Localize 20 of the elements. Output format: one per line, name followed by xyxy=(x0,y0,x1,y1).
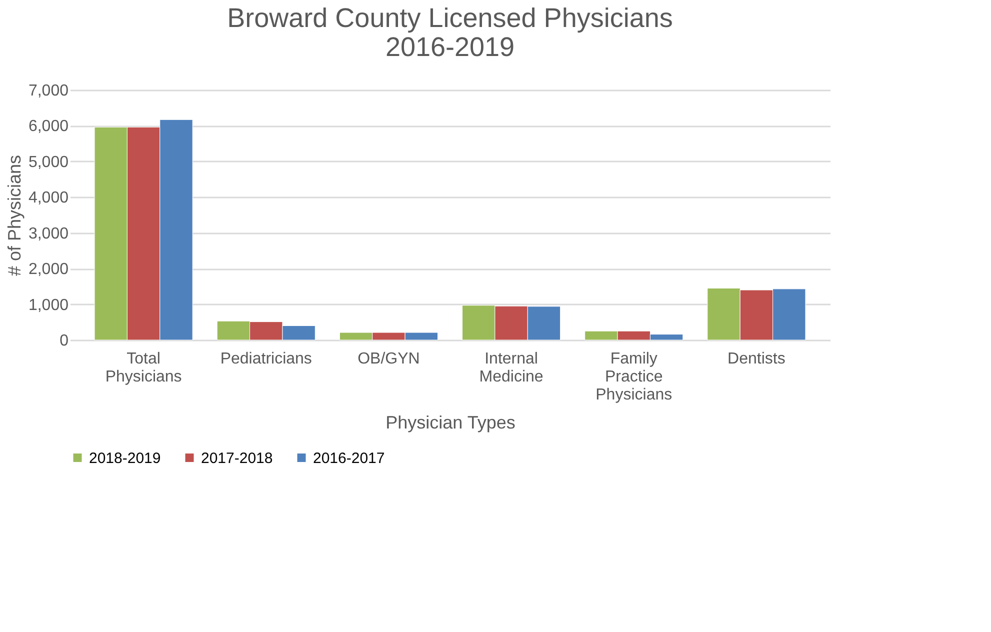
y-tick-label: 2,000 xyxy=(28,261,69,278)
x-tick-label: Family Practice Physicians xyxy=(596,350,672,404)
y-tick-label: 0 xyxy=(60,332,69,350)
y-axis-title: # of Physicians xyxy=(4,154,24,276)
legend-label: 2018-2019 xyxy=(89,450,161,467)
x-tick-label: Internal Medicine xyxy=(479,350,544,386)
legend-label: 2016-2017 xyxy=(313,450,385,467)
x-tick-label: Dentists xyxy=(728,350,786,368)
chart-title: Broward County Licensed Physicians 2016-2019 xyxy=(227,3,673,62)
y-tick-label: 5,000 xyxy=(28,154,69,171)
y-tick-label: 6,000 xyxy=(28,118,69,136)
x-tick-label: OB/GYN xyxy=(358,350,420,368)
y-tick-label: 3,000 xyxy=(28,225,69,242)
y-tick-label: 7,000 xyxy=(28,82,69,100)
y-tick-label: 1,000 xyxy=(28,296,69,314)
x-axis-title: Physician Types xyxy=(386,412,516,432)
x-tick-label: Pediatricians xyxy=(220,350,312,368)
y-tick-label: 4,000 xyxy=(28,190,69,207)
x-tick-label: Total Physicians xyxy=(105,350,182,386)
legend-label: 2017-2018 xyxy=(201,450,273,467)
